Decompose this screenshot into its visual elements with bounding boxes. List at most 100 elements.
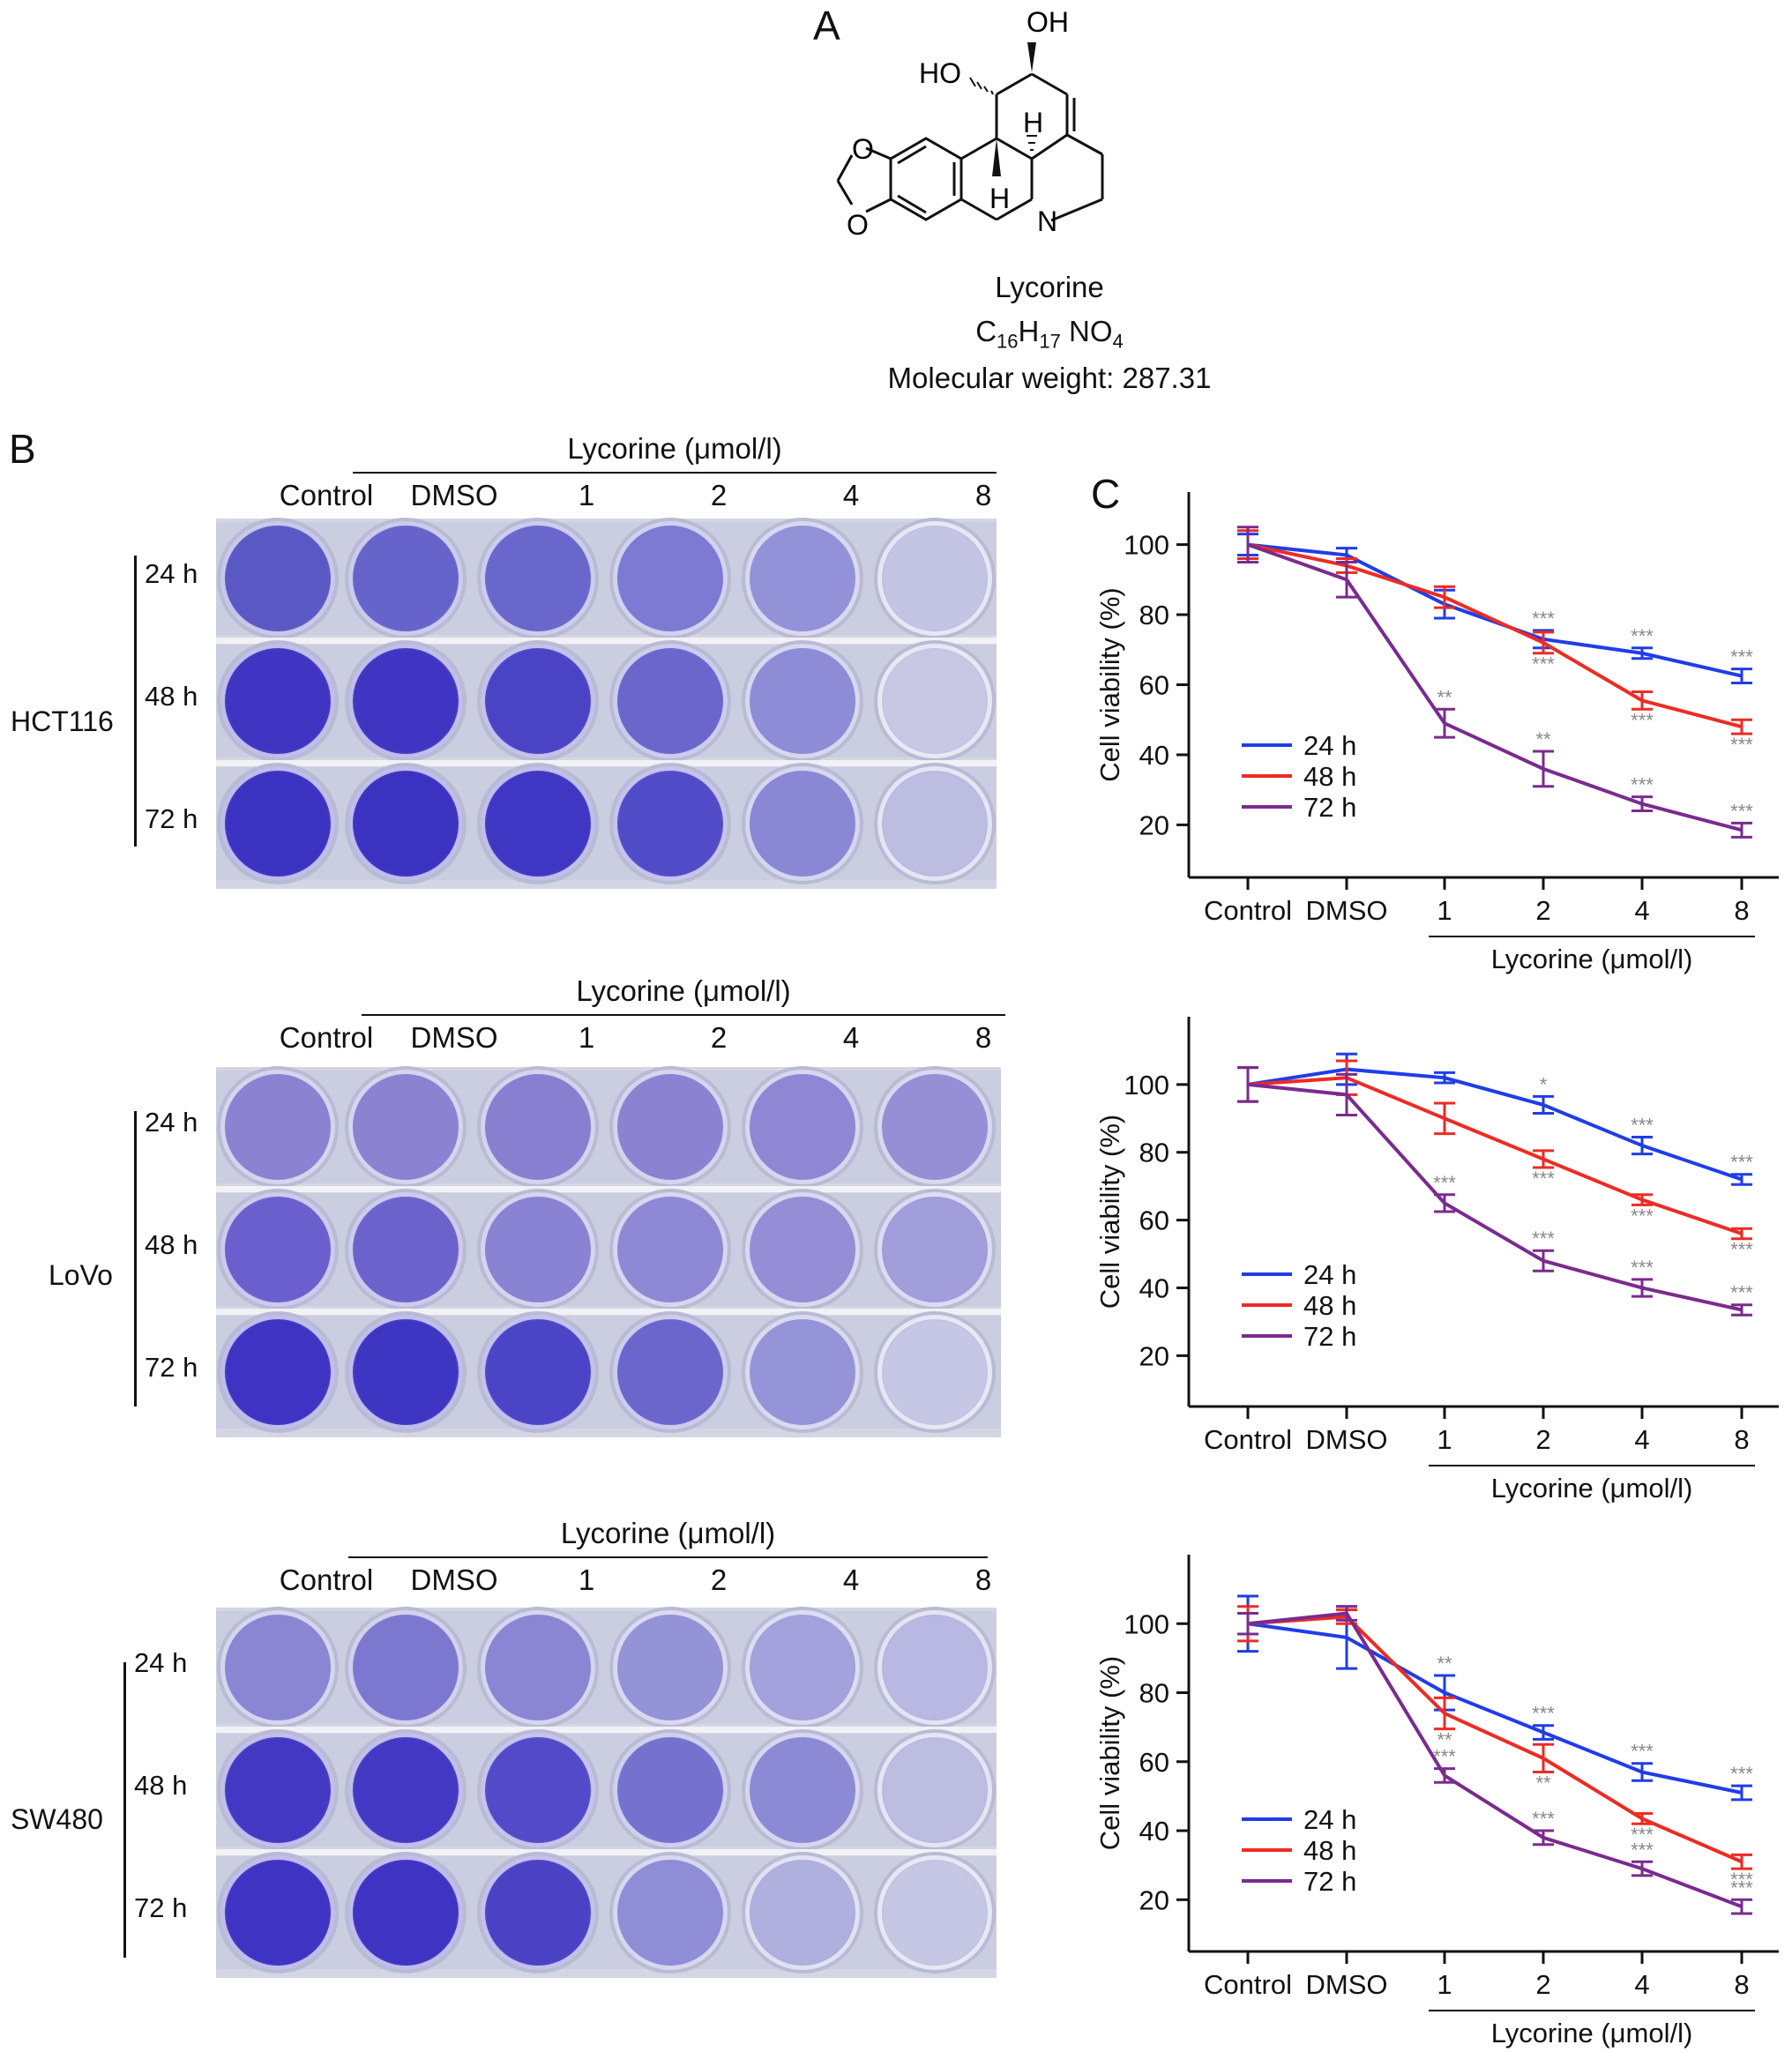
significance-stars: *** (1631, 1114, 1654, 1136)
time-bracket-line (134, 556, 137, 847)
stained-well (745, 644, 860, 758)
stained-well (613, 1192, 728, 1307)
compound-formula: C16H17 NO4 (975, 315, 1124, 353)
legend-label: 24 h (1303, 730, 1356, 761)
stained-well (348, 766, 463, 881)
x-tick-label: 1 (1437, 1969, 1452, 2000)
significance-stars: *** (1433, 1746, 1456, 1768)
stained-well (745, 1315, 860, 1429)
stained-well (745, 1610, 860, 1725)
column-label: Control (279, 479, 374, 511)
legend-label: 48 h (1303, 1835, 1356, 1866)
stained-well (613, 1610, 728, 1725)
plate-row (216, 1316, 1001, 1429)
series-line (1247, 542, 1743, 729)
time-label: 48 h (134, 1770, 188, 1801)
legend-label: 24 h (1303, 1259, 1356, 1290)
significance-stars: *** (1730, 646, 1753, 668)
stained-well (348, 1070, 463, 1184)
y-tick-label: 80 (1139, 600, 1169, 631)
cell-line-label: SW480 (11, 1803, 103, 1835)
row-divider (216, 760, 997, 766)
row-divider (216, 1727, 997, 1733)
group-bracket-line (348, 1556, 988, 1558)
x-tick-label: DMSO (1306, 1424, 1388, 1455)
stained-well (613, 766, 728, 881)
significance-stars: *** (1433, 1172, 1456, 1194)
atom-o2: O (847, 209, 869, 241)
column-label: 1 (578, 479, 595, 511)
legend-label: 72 h (1303, 1866, 1356, 1897)
significance-stars: *** (1532, 1227, 1555, 1250)
y-tick-label: 40 (1139, 1816, 1169, 1847)
culture-plate (216, 1608, 997, 1978)
benzene-ring (889, 137, 963, 221)
column-label: Control (279, 1563, 374, 1596)
stained-well (877, 1315, 992, 1429)
significance-stars: *** (1532, 653, 1555, 675)
row-divider (216, 1186, 1001, 1192)
stained-well (481, 1855, 595, 1970)
significance-stars: *** (1532, 1808, 1555, 1830)
x-axis-label: Lycorine (μmol/l) (1491, 2018, 1693, 2048)
time-bracket-line (123, 1662, 126, 1958)
legend-label: 72 h (1303, 1321, 1356, 1352)
significance-stars: * (1540, 1073, 1548, 1095)
stained-well (877, 1855, 992, 1970)
time-label: 48 h (145, 681, 198, 712)
column-label: 4 (842, 479, 860, 511)
legend-label: 48 h (1303, 761, 1356, 792)
y-tick-label: 20 (1139, 810, 1169, 840)
significance-stars: ** (1437, 1653, 1452, 1675)
stained-well (613, 1855, 728, 1970)
y-tick-label: 40 (1139, 740, 1169, 771)
plate-row (216, 645, 997, 757)
stained-well (481, 1610, 595, 1725)
stained-well (613, 644, 728, 758)
stained-well (745, 1855, 860, 1970)
column-label: DMSO (410, 479, 498, 511)
significance-stars: *** (1730, 1869, 1753, 1891)
stained-well (220, 1192, 335, 1307)
stained-well (220, 1315, 335, 1429)
stained-well (220, 1070, 335, 1184)
culture-plate (216, 519, 997, 889)
row-divider (216, 638, 997, 644)
lycorine-group-header: Lycorine (μmol/l) (576, 974, 791, 1007)
stained-well (745, 1192, 860, 1307)
x-axis-label: Lycorine (μmol/l) (1491, 1473, 1693, 1504)
plate-row (216, 1611, 997, 1724)
lycorine-group-header: Lycorine (μmol/l) (560, 1517, 776, 1549)
column-label: DMSO (410, 1021, 498, 1054)
culture-plate (216, 1067, 1001, 1437)
stained-well (745, 1070, 860, 1184)
lycorine-structure-diagram: OH HO H H N O O (836, 6, 1104, 241)
significance-stars: *** (1730, 1239, 1753, 1261)
significance-stars: *** (1631, 1257, 1654, 1279)
atom-oh: OH (1027, 6, 1069, 38)
significance-stars: *** (1631, 1824, 1654, 1846)
stained-well (745, 766, 860, 881)
series-line (1247, 542, 1743, 832)
stained-well (877, 1733, 992, 1847)
stained-well (220, 1733, 335, 1847)
compound-name: Lycorine (995, 271, 1104, 303)
stained-well (481, 644, 595, 758)
stained-well (348, 1733, 463, 1847)
y-tick-label: 100 (1124, 530, 1169, 561)
significance-stars: *** (1532, 1703, 1555, 1725)
stained-well (220, 521, 335, 636)
significance-stars: *** (1532, 1168, 1555, 1190)
lycorine-group-header: Lycorine (μmol/l) (567, 432, 782, 465)
stained-well (877, 766, 992, 881)
y-tick-label: 60 (1139, 1205, 1169, 1236)
group-bracket-line (362, 1014, 1005, 1016)
column-label: DMSO (410, 1563, 498, 1596)
time-bracket-line (134, 1111, 137, 1407)
significance-stars: *** (1631, 1839, 1654, 1861)
x-tick-label: DMSO (1306, 895, 1388, 926)
x-tick-label: 8 (1734, 895, 1749, 926)
plate-row (216, 767, 997, 880)
significance-stars: *** (1631, 774, 1654, 796)
stained-well (220, 644, 335, 758)
